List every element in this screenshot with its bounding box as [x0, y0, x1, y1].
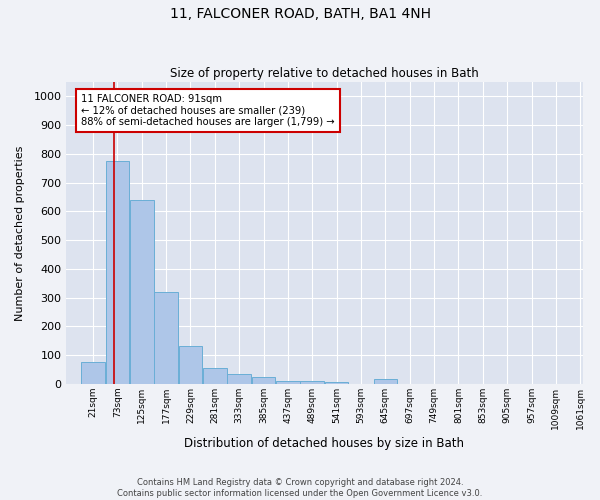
Text: Contains HM Land Registry data © Crown copyright and database right 2024.
Contai: Contains HM Land Registry data © Crown c…: [118, 478, 482, 498]
Bar: [252, 376, 275, 384]
Bar: [325, 382, 349, 384]
Bar: [106, 161, 129, 384]
Bar: [81, 362, 105, 384]
Bar: [203, 368, 227, 384]
Bar: [374, 380, 397, 384]
Bar: [227, 374, 251, 384]
X-axis label: Distribution of detached houses by size in Bath: Distribution of detached houses by size …: [184, 437, 464, 450]
Bar: [276, 381, 300, 384]
Y-axis label: Number of detached properties: Number of detached properties: [15, 145, 25, 320]
Bar: [130, 200, 154, 384]
Text: 11 FALCONER ROAD: 91sqm
← 12% of detached houses are smaller (239)
88% of semi-d: 11 FALCONER ROAD: 91sqm ← 12% of detache…: [81, 94, 335, 126]
Text: 11, FALCONER ROAD, BATH, BA1 4NH: 11, FALCONER ROAD, BATH, BA1 4NH: [170, 8, 431, 22]
Bar: [301, 382, 324, 384]
Bar: [179, 346, 202, 384]
Bar: [154, 292, 178, 384]
Title: Size of property relative to detached houses in Bath: Size of property relative to detached ho…: [170, 66, 479, 80]
